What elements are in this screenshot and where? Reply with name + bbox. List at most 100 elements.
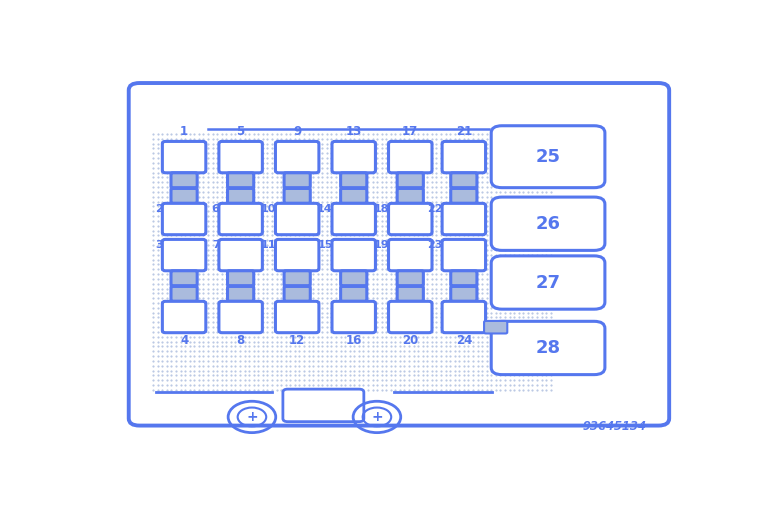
Point <box>230 246 242 254</box>
Point <box>476 275 488 283</box>
Point <box>230 279 242 288</box>
Point <box>531 362 543 370</box>
Point <box>184 372 196 380</box>
Point <box>325 299 337 307</box>
Point <box>293 328 306 336</box>
Point <box>174 362 187 370</box>
Point <box>257 357 269 365</box>
Point <box>230 183 242 191</box>
Point <box>366 294 379 302</box>
Point <box>266 130 278 138</box>
Point <box>499 372 511 380</box>
Point <box>495 164 507 172</box>
Point <box>394 376 406 384</box>
Point <box>458 308 470 317</box>
Point <box>485 304 498 312</box>
Point <box>184 381 196 389</box>
Point <box>435 347 447 355</box>
Point <box>508 217 520 225</box>
Point <box>521 241 534 249</box>
Point <box>188 372 200 380</box>
Point <box>399 265 411 273</box>
Point <box>329 145 342 153</box>
Point <box>165 130 177 138</box>
Point <box>312 212 324 220</box>
Point <box>435 270 447 278</box>
Point <box>376 207 388 215</box>
Point <box>252 323 264 331</box>
Point <box>275 256 287 264</box>
Point <box>161 323 173 331</box>
Point <box>275 217 287 225</box>
Point <box>289 333 301 341</box>
Point <box>316 246 329 254</box>
Point <box>408 227 420 235</box>
Point <box>526 366 538 375</box>
Point <box>403 207 415 215</box>
Point <box>540 362 552 370</box>
Point <box>147 381 159 389</box>
Point <box>348 343 360 351</box>
Point <box>353 135 365 143</box>
Point <box>161 347 173 355</box>
Point <box>353 207 365 215</box>
Point <box>421 197 433 206</box>
Point <box>247 372 260 380</box>
Point <box>545 231 557 239</box>
Point <box>430 168 442 177</box>
Point <box>233 149 246 157</box>
Point <box>366 357 379 365</box>
Point <box>202 279 214 288</box>
Point <box>508 227 520 235</box>
Point <box>261 250 273 259</box>
Point <box>399 386 411 394</box>
Point <box>458 231 470 239</box>
Point <box>389 260 402 268</box>
Point <box>481 275 493 283</box>
Point <box>394 260 406 268</box>
Point <box>476 139 488 148</box>
Point <box>416 279 429 288</box>
Point <box>403 270 415 278</box>
Point <box>545 275 557 283</box>
Point <box>147 236 159 244</box>
Point <box>197 212 210 220</box>
Point <box>329 203 342 211</box>
Point <box>476 203 488 211</box>
Point <box>416 231 429 239</box>
Point <box>380 183 392 191</box>
Point <box>334 279 346 288</box>
Point <box>435 308 447 317</box>
Point <box>481 314 493 322</box>
Point <box>517 164 529 172</box>
Point <box>504 130 516 138</box>
Point <box>458 362 470 370</box>
Point <box>165 294 177 302</box>
Point <box>325 381 337 389</box>
Point <box>353 154 365 162</box>
Point <box>312 203 324 211</box>
Point <box>462 275 475 283</box>
Point <box>147 154 159 162</box>
Point <box>298 183 310 191</box>
Point <box>252 352 264 360</box>
Point <box>225 236 237 244</box>
Point <box>444 362 456 370</box>
Point <box>421 188 433 196</box>
Point <box>289 294 301 302</box>
Point <box>170 352 182 360</box>
Point <box>174 188 187 196</box>
Point <box>211 183 223 191</box>
Point <box>540 164 552 172</box>
Point <box>312 299 324 307</box>
Point <box>312 130 324 138</box>
Point <box>449 362 461 370</box>
Point <box>197 285 210 293</box>
Point <box>188 323 200 331</box>
Point <box>243 352 255 360</box>
Point <box>247 188 260 196</box>
Point <box>472 333 484 341</box>
Point <box>243 221 255 230</box>
Point <box>325 314 337 322</box>
Point <box>156 139 168 148</box>
